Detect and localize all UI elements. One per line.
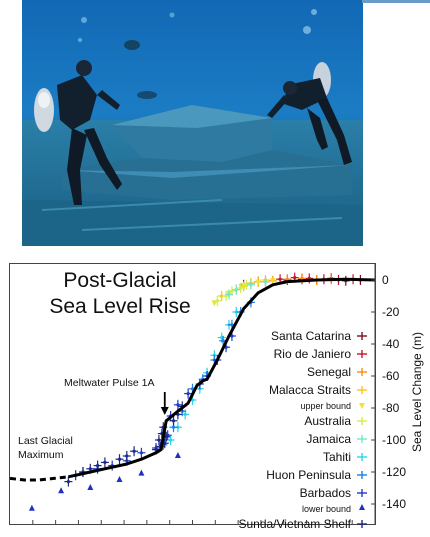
data-point (293, 276, 297, 280)
annotation-last-glacial-maximum: Last Glacial (18, 435, 73, 447)
y-tick-label: -40 (382, 337, 400, 351)
sea-level-chart: Post-Glacial Sea Level Rise 0 -20 -40 -60 -80… (0, 258, 430, 528)
annotation-last-glacial-maximum: Maximum (18, 449, 64, 461)
trend-line (68, 277, 376, 479)
chart-svg: Post-Glacial Sea Level Rise 0 -20 -40 -60 -80… (9, 263, 424, 528)
data-point-upper-bound (269, 278, 276, 284)
data-point (227, 292, 231, 296)
legend-label: Sunda/Vietnam Shelf (238, 517, 351, 528)
y-axis: 0 -20 -40 -60 -80 -100 -120 -140 (32, 264, 406, 524)
data-point-upper-bound (211, 300, 218, 307)
annotation-meltwater-pulse: Meltwater Pulse 1A (64, 377, 154, 389)
legend: Santa Catarina Rio de Janiero Senegal Malac… (238, 329, 367, 528)
data-point (220, 336, 224, 340)
data-point (239, 286, 243, 290)
chart-title-line: Post-Glacial (63, 269, 176, 292)
y-tick-label: -140 (382, 497, 406, 511)
legend-label: Australia (304, 414, 351, 428)
y-tick-label: -20 (382, 305, 400, 319)
data-point (103, 460, 107, 464)
data-point (164, 435, 168, 439)
legend-label: Senegal (307, 365, 351, 379)
data-point (117, 457, 122, 461)
y-tick-label: 0 (382, 273, 389, 287)
legend-label: Barbados (300, 486, 351, 500)
data-point (221, 339, 225, 343)
data-point (96, 464, 100, 468)
legend-label: Huon Peninsula (266, 468, 351, 482)
top-accent-line (362, 0, 430, 3)
data-point (163, 441, 167, 445)
data-point (132, 449, 136, 453)
annotation-arrowhead (160, 407, 169, 415)
data-point-lower-bound (116, 476, 123, 482)
diver-photo (22, 0, 363, 246)
data-point (66, 480, 70, 484)
data-point (154, 448, 158, 452)
y-tick-label: -100 (382, 433, 406, 447)
legend-label: Malacca Straits (269, 383, 351, 397)
data-point-lower-bound (28, 504, 35, 511)
legend-label: Tahiti (323, 450, 351, 464)
y-tick-label: -120 (382, 465, 406, 479)
chart-marks (28, 272, 365, 511)
chart-title-line: Sea Level Rise (49, 295, 190, 318)
data-point (220, 294, 224, 298)
data-point (215, 299, 219, 303)
legend-label: Santa Catarina (271, 329, 351, 343)
data-point (263, 280, 268, 284)
legend-label: Jamaica (306, 432, 351, 446)
data-point (176, 425, 180, 429)
legend-label: Rio de Janiero (274, 347, 352, 361)
data-point (183, 412, 187, 416)
data-point (234, 288, 238, 292)
data-point (230, 323, 234, 327)
data-point (157, 438, 161, 442)
data-point (278, 277, 282, 281)
data-point (176, 403, 180, 407)
chart-title: Post-Glacial Sea Level Rise (49, 269, 190, 318)
data-point (300, 276, 304, 280)
trend-line-group (9, 277, 376, 482)
legend-marker (359, 504, 365, 510)
data-point (186, 392, 190, 396)
data-point-lower-bound (174, 452, 181, 458)
data-point-lower-bound (58, 487, 65, 494)
data-point-upper-bound (255, 279, 262, 286)
data-point (285, 277, 289, 281)
data-point (234, 310, 238, 314)
annotations: Meltwater Pulse 1A Last Glacial Maximum (18, 377, 169, 461)
y-axis-label: Sea Level Change (m) (410, 332, 424, 452)
legend-label: upper bound (300, 401, 351, 411)
data-point (125, 454, 129, 458)
y-tick-label: -80 (382, 401, 400, 415)
data-point (171, 425, 176, 429)
data-point-lower-bound (138, 469, 145, 476)
y-tick-label: -60 (382, 369, 400, 383)
legend-marker (359, 403, 365, 409)
data-point (88, 467, 92, 471)
legend-label: lower bound (302, 504, 351, 514)
data-point-lower-bound (87, 484, 94, 490)
data-point (249, 283, 253, 287)
data-point (244, 283, 249, 287)
data-point (230, 289, 234, 293)
data-point (224, 294, 228, 298)
data-point (139, 451, 143, 455)
data-point (171, 419, 176, 423)
data-point (169, 438, 173, 442)
